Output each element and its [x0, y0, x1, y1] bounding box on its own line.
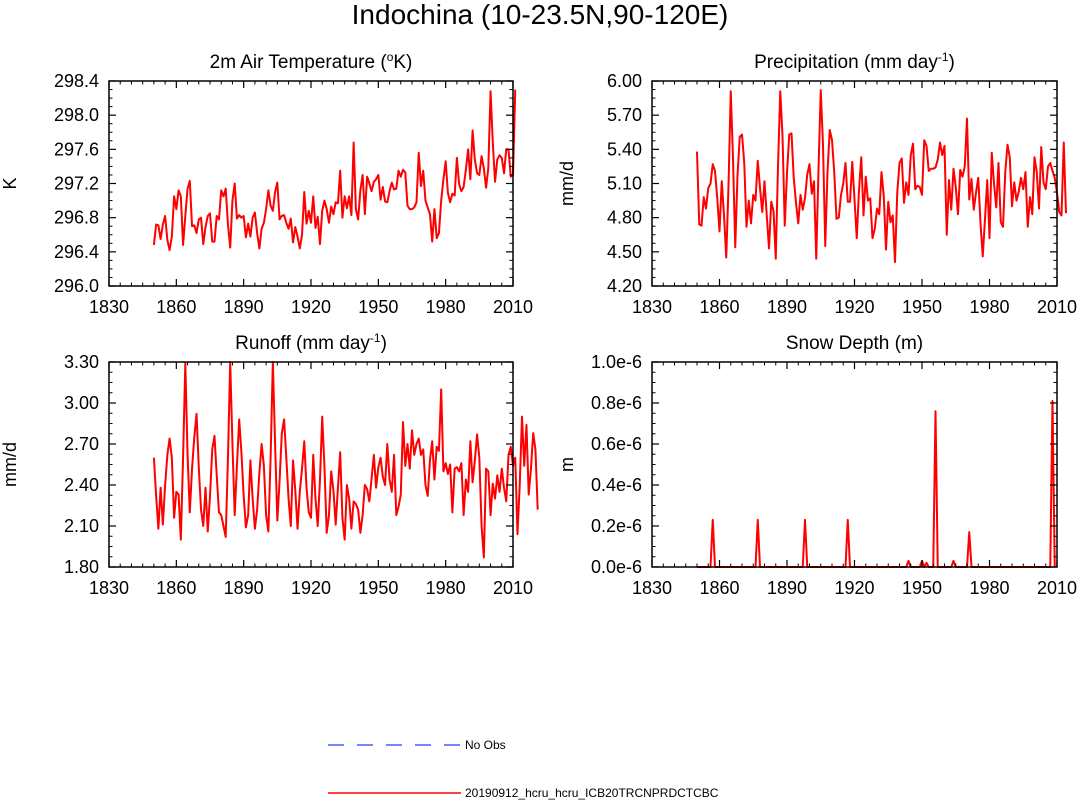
y-axis-label: K	[0, 177, 20, 189]
x-tick-label: 1920	[291, 297, 331, 317]
panel-title: Snow Depth (m)	[786, 333, 923, 354]
x-tick-label: 1980	[426, 578, 466, 598]
legend-label-model: 20190912_hcru_hcru_ICB20TRCNPRDCTCBC	[465, 786, 719, 800]
y-tick-label: 0.6e-6	[591, 434, 642, 454]
panel-title: Runoff (mm day-1)	[235, 331, 387, 354]
x-tick-label: 1830	[632, 297, 672, 317]
y-tick-label: 2.10	[64, 516, 99, 536]
chart-panel-3: 1830 1860 1890 1920 1950 1980 2010 0.0e-6 0.2e-6…	[557, 333, 1077, 598]
y-tick-label: 3.30	[64, 352, 99, 372]
x-tick-label: 2010	[1037, 578, 1077, 598]
y-tick-label: 4.20	[607, 276, 642, 296]
chart-panel-0: 1830 1860 1890 1920 1950 1980 2010 296.0 296.4 29…	[0, 50, 533, 317]
x-tick-label: 1920	[291, 578, 331, 598]
x-tick-label: 1950	[902, 578, 942, 598]
y-tick-label: 296.8	[54, 208, 99, 228]
panel-title: Precipitation (mm day-1)	[754, 50, 955, 73]
x-tick-label: 1890	[767, 578, 807, 598]
x-tick-label: 1860	[156, 578, 196, 598]
y-tick-label: 297.2	[54, 174, 99, 194]
y-tick-label: 5.40	[607, 139, 642, 159]
x-tick-label: 2010	[1037, 297, 1077, 317]
x-tick-label: 1980	[426, 297, 466, 317]
x-tick-label: 1860	[699, 578, 739, 598]
y-tick-label: 298.4	[54, 71, 99, 91]
y-tick-label: 296.4	[54, 242, 99, 262]
chart-panel-1: 1830 1860 1890 1920 1950 1980 2010 4.20 4.50 4.80…	[557, 50, 1077, 317]
x-tick-label: 1890	[224, 578, 264, 598]
y-tick-label: 0.0e-6	[591, 557, 642, 577]
y-tick-label: 297.6	[54, 139, 99, 159]
y-tick-label: 298.0	[54, 105, 99, 125]
y-tick-label: 5.10	[607, 174, 642, 194]
x-tick-label: 1980	[969, 297, 1009, 317]
panels: 1830 1860 1890 1920 1950 1980 2010 296.0 296.4 29…	[0, 50, 1077, 598]
legend: No Obs 20190912_hcru_hcru_ICB20TRCNPRDCT…	[328, 738, 719, 800]
plot-frame	[108, 361, 514, 568]
chart-panel-2: 1830 1860 1890 1920 1950 1980 2010 1.80 2.10 2.40…	[0, 331, 539, 598]
legend-label-no-obs: No Obs	[465, 738, 506, 752]
x-tick-label: 1890	[767, 297, 807, 317]
x-tick-label: 1830	[89, 297, 129, 317]
y-tick-label: 2.40	[64, 475, 99, 495]
x-tick-label: 1950	[902, 297, 942, 317]
x-tick-label: 1920	[834, 578, 874, 598]
x-tick-label: 1890	[224, 297, 264, 317]
y-tick-label: 0.4e-6	[591, 475, 642, 495]
y-axis-label: m	[557, 457, 577, 472]
y-tick-label: 0.8e-6	[591, 393, 642, 413]
x-tick-label: 1860	[156, 297, 196, 317]
x-tick-label: 2010	[493, 578, 533, 598]
series-line	[152, 361, 539, 559]
x-tick-label: 1950	[358, 297, 398, 317]
y-tick-label: 1.80	[64, 557, 99, 577]
y-tick-label: 0.2e-6	[591, 516, 642, 536]
x-tick-label: 2010	[493, 297, 533, 317]
y-tick-label: 2.70	[64, 434, 99, 454]
series-line	[152, 89, 517, 252]
y-tick-label: 4.80	[607, 208, 642, 228]
x-tick-label: 1920	[834, 297, 874, 317]
page-title: Indochina (10-23.5N,90-120E)	[352, 0, 729, 30]
y-axis-label: mm/d	[557, 161, 577, 206]
x-tick-label: 1830	[89, 578, 129, 598]
panel-title: 2m Air Temperature (oK)	[210, 50, 413, 73]
y-tick-label: 296.0	[54, 276, 99, 296]
y-axis-label: mm/d	[0, 442, 20, 487]
series-line	[697, 399, 1056, 568]
series-line	[696, 89, 1067, 264]
x-tick-label: 1830	[632, 578, 672, 598]
y-tick-label: 6.00	[607, 71, 642, 91]
plot-frame	[108, 80, 514, 287]
y-tick-label: 5.70	[607, 105, 642, 125]
y-tick-label: 3.00	[64, 393, 99, 413]
x-tick-label: 1980	[969, 578, 1009, 598]
x-tick-label: 1860	[699, 297, 739, 317]
y-tick-label: 1.0e-6	[591, 352, 642, 372]
y-tick-label: 4.50	[607, 242, 642, 262]
x-tick-label: 1950	[358, 578, 398, 598]
